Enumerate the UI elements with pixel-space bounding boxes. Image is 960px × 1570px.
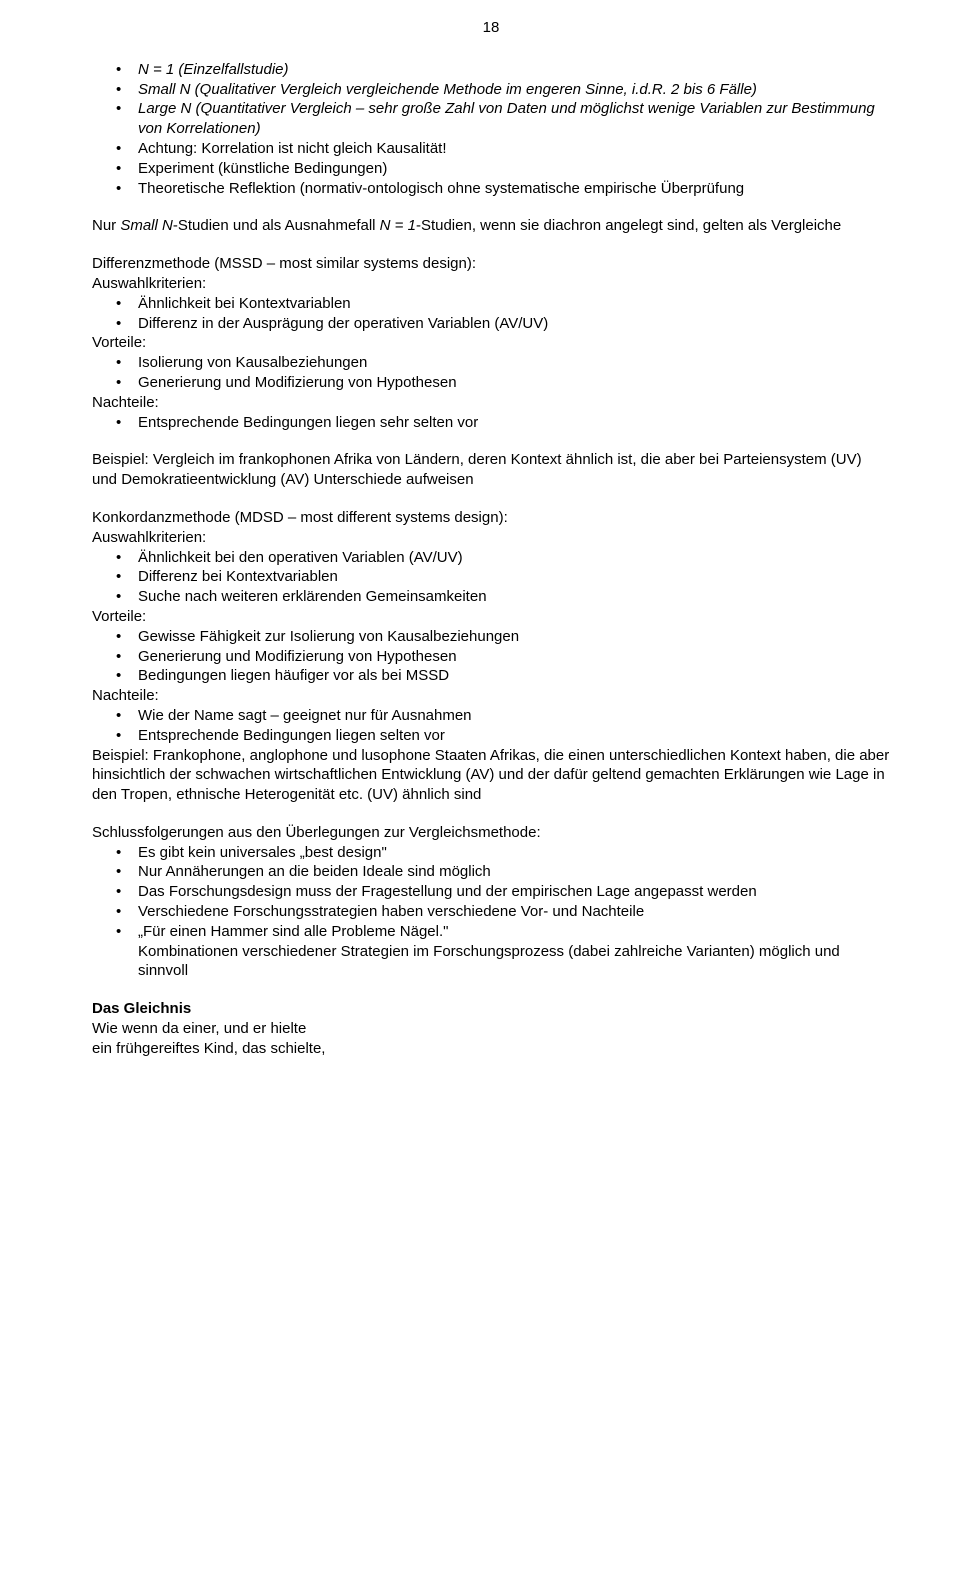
konk-example: Beispiel: Frankophone, anglophone und lu… [92,746,890,805]
diff-example: Beispiel: Vergleich im frankophonen Afri… [92,450,890,490]
page: 18 N = 1 (Einzelfallstudie) Small N (Qua… [0,0,960,1089]
konk-method-heading: Konkordanzmethode (MDSD – most different… [92,508,890,528]
list-item: „Für einen Hammer sind alle Probleme Näg… [92,922,890,942]
list-item: Small N (Qualitativer Vergleich vergleic… [92,80,890,100]
text: -Studien und als Ausnahmefall [173,217,380,234]
list-item: Generierung und Modifizierung von Hypoth… [92,647,890,667]
konk-advantages-list: Gewisse Fähigkeit zur Isolierung von Kau… [92,627,890,686]
conclusions-tail: Kombinationen verschiedener Strategien i… [92,942,890,982]
conclusions-heading: Schlussfolgerungen aus den Überlegungen … [92,823,890,843]
disadvantages-label: Nachteile: [92,686,890,706]
list-item-text: Large N (Quantitativer Vergleich – sehr … [138,100,875,137]
list-item: Suche nach weiteren erklärenden Gemeinsa… [92,587,890,607]
gleichnis-line-1: Wie wenn da einer, und er hielte [92,1019,890,1039]
list-item-text: Small N (Qualitativer Vergleich vergleic… [138,81,757,98]
list-item: Entsprechende Bedingungen liegen sehr se… [92,413,890,433]
list-item: Gewisse Fähigkeit zur Isolierung von Kau… [92,627,890,647]
page-number: 18 [92,18,890,38]
list-item: Achtung: Korrelation ist nicht gleich Ka… [92,139,890,159]
diff-criteria-list: Ähnlichkeit bei Kontextvariablen Differe… [92,294,890,334]
advantages-label: Vorteile: [92,607,890,627]
list-item: Ähnlichkeit bei den operativen Variablen… [92,548,890,568]
list-item: Differenz bei Kontextvariablen [92,567,890,587]
konk-disadvantages-list: Wie der Name sagt – geeignet nur für Aus… [92,706,890,746]
list-item: N = 1 (Einzelfallstudie) [92,60,890,80]
diff-method-heading: Differenzmethode (MSSD – most similar sy… [92,254,890,274]
diff-advantages-list: Isolierung von Kausalbeziehungen Generie… [92,353,890,393]
list-item: Ähnlichkeit bei Kontextvariablen [92,294,890,314]
paragraph-small-n: Nur Small N-Studien und als Ausnahmefall… [92,216,890,236]
list-item-text: N = 1 (Einzelfallstudie) [138,61,288,78]
disadvantages-label: Nachteile: [92,393,890,413]
list-item: Experiment (künstliche Bedingungen) [92,159,890,179]
list-item: Generierung und Modifizierung von Hypoth… [92,373,890,393]
selection-criteria-label: Auswahlkriterien: [92,274,890,294]
list-item: Differenz in der Ausprägung der operativ… [92,314,890,334]
text: Nur [92,217,120,234]
list-item: Das Forschungsdesign muss der Fragestell… [92,882,890,902]
gleichnis-heading-text: Das Gleichnis [92,1000,191,1017]
text-italic: N = 1 [380,217,416,234]
list-item: Entsprechende Bedingungen liegen selten … [92,726,890,746]
selection-criteria-label: Auswahlkriterien: [92,528,890,548]
conclusions-list: Es gibt kein universales „best design" N… [92,843,890,942]
konk-criteria-list: Ähnlichkeit bei den operativen Variablen… [92,548,890,607]
text: -Studien, wenn sie diachron angelegt sin… [416,217,841,234]
intro-list: N = 1 (Einzelfallstudie) Small N (Qualit… [92,60,890,199]
list-item: Large N (Quantitativer Vergleich – sehr … [92,99,890,139]
list-item: Nur Annäherungen an die beiden Ideale si… [92,862,890,882]
list-item: Bedingungen liegen häufiger vor als bei … [92,666,890,686]
text-italic: Small N [120,217,173,234]
advantages-label: Vorteile: [92,333,890,353]
gleichnis-heading: Das Gleichnis [92,999,890,1019]
list-item: Es gibt kein universales „best design" [92,843,890,863]
list-item: Theoretische Reflektion (normativ-ontolo… [92,179,890,199]
gleichnis-line-2: ein frühgereiftes Kind, das schielte, [92,1039,890,1059]
list-item: Wie der Name sagt – geeignet nur für Aus… [92,706,890,726]
diff-disadvantages-list: Entsprechende Bedingungen liegen sehr se… [92,413,890,433]
list-item: Verschiedene Forschungsstrategien haben … [92,902,890,922]
list-item: Isolierung von Kausalbeziehungen [92,353,890,373]
